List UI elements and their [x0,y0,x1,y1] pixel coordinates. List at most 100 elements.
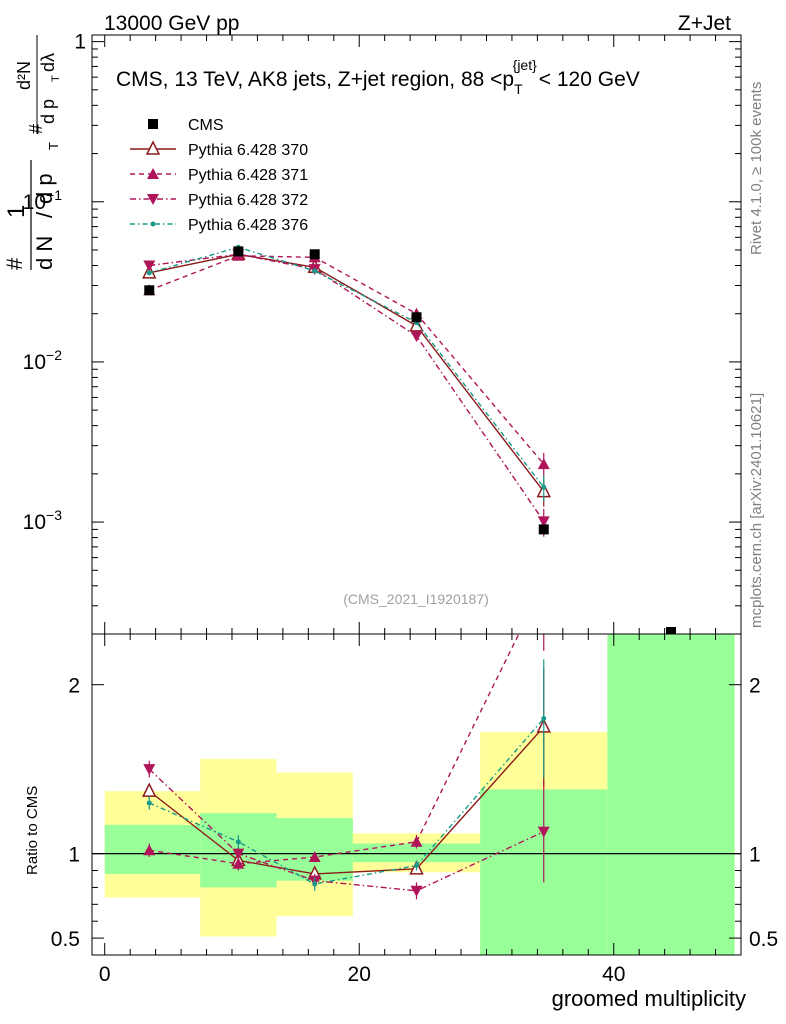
main-point-2-0 [143,260,156,272]
ratio-ytick-label-right-1: 1 [749,844,761,867]
ytick-base-2: 10 [23,351,46,374]
y-label-sub-t-2: T [50,75,62,82]
main-line-2 [149,253,545,522]
legend-marker-0 [145,140,161,155]
ytick-exp-1: −1 [46,187,62,203]
main-point-1-4 [537,458,550,470]
main-ytick-label-1: 10−1 [23,187,63,214]
main-series-3 [146,244,547,502]
ratio-y-axis-label: Ratio to CMS [24,786,41,875]
y-label-dl: dλ [38,53,58,72]
main-ytick-label-0: 1 [74,31,86,54]
ratio-point-3-2 [312,881,318,887]
legend-label-1: Pythia 6.428 371 [188,167,308,184]
main-axes: 110−110−210−3 [23,31,742,635]
title-sub: T [514,81,523,97]
y-label-hash-2: # [26,124,46,134]
ratio-band-inner-3 [352,843,481,863]
ratio-series-clipped [142,634,551,900]
y-label-sub-t: T [46,142,61,150]
title-tail: < 120 GeV [539,68,640,91]
legend-item-0: Pythia 6.428 370 [130,140,308,159]
main-series-0 [142,245,551,507]
ratio-frame [91,633,742,956]
ratio-band-inner-0 [104,824,201,874]
main-y-axis-label: # 1 d N / d p T # d²N d p T dλ [2,35,62,270]
energy-label: 13000 GeV pp [104,12,239,35]
y-label-d2n: d²N [14,61,34,90]
ratio-xtick-label-0: 0 [99,963,111,986]
legend-item-1: Pythia 6.428 371 [130,167,308,184]
ratio-ytick-label-right-0: 0.5 [749,928,778,951]
y-label-dpt: d p [38,99,58,124]
ratio-point-1-2 [308,851,321,863]
y-label-dp: d p [32,173,57,204]
title-sup: {jet} [513,57,537,73]
title-main: CMS, 13 TeV, AK8 jets, Z+jet region, 88 … [116,68,514,91]
ratio-ytick-label-left-2: 2 [68,675,80,698]
main-series-layer [142,244,677,637]
process-label: Z+Jet [678,12,731,35]
ratio-bands-layer [92,634,741,955]
ratio-point-1-1 [232,857,245,869]
x-axis-label: groomed multiplicity [552,986,746,1011]
ratio-point-0-0 [142,782,157,797]
analysis-watermark: (CMS_2021_I1920187) [343,591,489,607]
ratio-series-layer [142,634,551,900]
main-point-3-2 [312,268,318,274]
ratio-ytick-label-left-0: 0.5 [51,928,80,951]
main-plot-title: CMS, 13 TeV, AK8 jets, Z+jet region, 88 … [116,57,640,97]
ratio-series-1 [143,634,545,871]
legend-item-cms: CMS [148,117,224,134]
legend-label-cms: CMS [188,117,224,134]
legend-item-3: Pythia 6.428 376 [130,217,308,234]
main-line-3 [149,246,545,488]
y-label-slash: / [32,211,57,218]
y-label-hash: # [2,257,27,270]
ratio-xtick-label-1: 20 [348,963,371,986]
cms-point-2 [309,249,320,260]
ytick-exp-2: −2 [46,347,62,363]
ratio-point-3-0 [146,800,152,806]
main-series-2 [143,249,550,537]
ratio-point-1-3 [410,835,423,847]
legend-marker-3 [150,221,156,227]
legend-marker-2 [147,194,159,205]
y-label-dn: d N [32,236,57,270]
cms-point-5 [666,627,677,637]
cms-point-0 [144,285,155,296]
main-series-1 [143,249,550,478]
mcplots-label: mcplots.cern.ch [arXiv:2401.10621] [748,393,765,628]
main-ytick-label-3: 10−3 [23,507,63,534]
ratio-point-3-3 [414,862,419,868]
ratio-point-2-4 [537,826,550,838]
main-point-3-0 [146,270,152,276]
legend: CMS Pythia 6.428 370 Pythia 6.428 371 Pythi… [130,117,308,234]
ratio-series-3 [146,659,547,891]
ratio-ytick-label-right-2: 2 [749,675,761,698]
ytick-base-3: 10 [23,511,46,534]
ratio-point-3-4 [541,715,547,721]
main-point-2-4 [537,516,550,528]
main-series-cms [144,246,677,637]
legend-item-2: Pythia 6.428 372 [130,192,308,209]
legend-marker-cms [148,119,158,129]
ratio-point-2-3 [410,885,423,897]
ratio-point-1-0 [143,844,156,856]
main-point-2-3 [410,331,423,343]
cms-point-4 [538,524,549,535]
legend-label-2: Pythia 6.428 372 [188,192,308,209]
rivet-version-label: Rivet 4.1.0, ≥ 100k events [748,82,765,255]
legend-label-3: Pythia 6.428 376 [188,217,308,234]
ytick-exp-3: −3 [46,507,62,523]
ratio-band-inner-5 [607,634,735,955]
cms-point-3 [411,312,422,323]
cms-point-1 [233,246,244,257]
ratio-point-2-1 [232,848,245,860]
main-ytick-label-2: 10−2 [23,347,63,374]
legend-label-0: Pythia 6.428 370 [188,142,308,159]
main-point-3-4 [541,484,547,490]
ratio-point-3-1 [235,839,241,845]
ratio-ytick-label-left-1: 1 [68,844,80,867]
